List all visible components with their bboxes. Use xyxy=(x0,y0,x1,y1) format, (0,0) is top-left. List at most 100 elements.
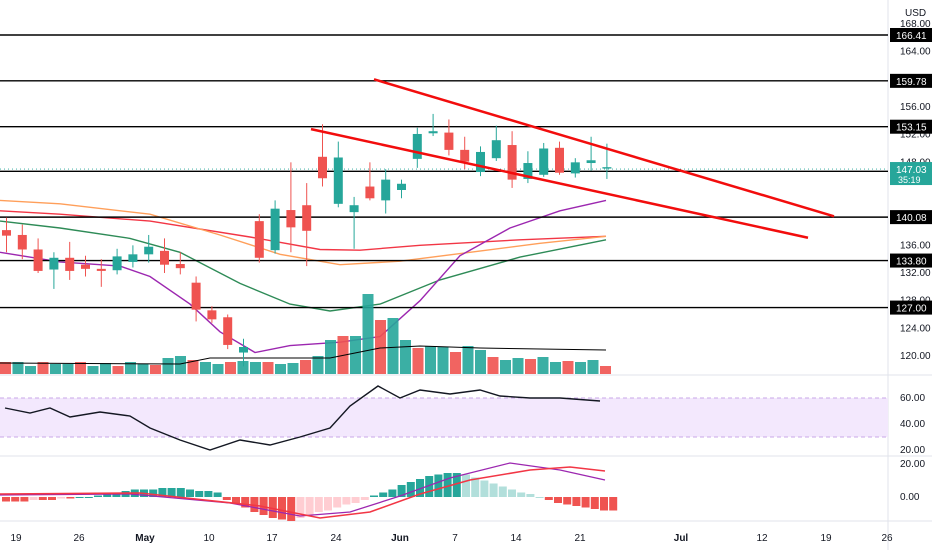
macd-hist-bar xyxy=(425,476,434,497)
volume-bar xyxy=(400,340,411,374)
volume-bar xyxy=(562,361,574,374)
volume-bar xyxy=(350,336,361,374)
macd-hist-bar xyxy=(379,492,388,497)
volume-bar xyxy=(87,366,99,374)
trendlines[interactable] xyxy=(310,78,835,239)
macd-hist-bar xyxy=(11,497,20,502)
macd-hist-bar xyxy=(406,482,415,497)
candle-body xyxy=(412,133,422,159)
volume-bar xyxy=(462,346,474,374)
volume-bar xyxy=(187,360,199,374)
volume-bar xyxy=(525,359,536,374)
volume-bar xyxy=(512,358,524,374)
macd-hist-bar xyxy=(609,497,618,511)
date-tick: 7 xyxy=(452,533,458,544)
date-axis[interactable]: 19 26 May 10 17 24 Jun 7 14 21 Jul 12 19 26 xyxy=(10,533,893,544)
volume-bar xyxy=(25,366,36,374)
date-tick: May xyxy=(135,533,155,544)
level-tag-text: 140.08 xyxy=(896,213,927,224)
volume-bar xyxy=(12,362,24,374)
volume-bar xyxy=(275,364,286,374)
macd-panel xyxy=(0,462,618,521)
candle-body xyxy=(333,157,343,204)
macd-hist-bar xyxy=(480,480,489,497)
macd-hist-bar xyxy=(149,489,158,497)
date-tick: Jul xyxy=(674,533,689,544)
macd-hist-bar xyxy=(314,497,323,512)
last-price-text: 147.03 xyxy=(896,165,927,176)
level-tag-text: 133.80 xyxy=(896,257,927,268)
candle-body xyxy=(175,264,185,269)
price-tick: 132.00 xyxy=(900,268,931,279)
volume-bar xyxy=(237,361,249,374)
lower-trendline xyxy=(310,127,809,239)
candle-body xyxy=(523,163,533,179)
date-tick: 19 xyxy=(10,533,22,544)
macd-hist-bar xyxy=(351,497,360,503)
volume-bar xyxy=(550,362,561,374)
macd-hist-bar xyxy=(158,488,167,497)
candle-body xyxy=(286,210,296,228)
candle-body xyxy=(239,347,248,353)
macd-hist-bar xyxy=(29,497,38,500)
volume-bar xyxy=(412,348,424,374)
price-tick: 120.00 xyxy=(900,351,931,362)
macd-hist-bar xyxy=(2,497,10,502)
rsi-panel xyxy=(4,385,601,451)
macd-hist-bar xyxy=(489,483,498,497)
macd-hist-bar xyxy=(333,497,342,508)
macd-hist-bar xyxy=(342,497,351,505)
macd-hist-bar xyxy=(75,497,84,498)
level-tag-text: 153.15 xyxy=(896,123,927,134)
macd-hist-bar xyxy=(84,497,93,498)
date-tick: 10 xyxy=(203,533,215,544)
volume-bar xyxy=(137,364,149,374)
candle-body xyxy=(270,208,280,251)
date-tick: 17 xyxy=(266,533,278,544)
macd-hist-bar xyxy=(195,491,204,497)
last-price-tag-box xyxy=(890,162,932,186)
macd-hist-bar xyxy=(388,489,397,497)
price-tick: 136.00 xyxy=(900,240,931,251)
macd-hist-bar xyxy=(57,497,66,499)
volume-bar xyxy=(125,362,136,374)
volume-bar xyxy=(50,364,61,374)
candle-body xyxy=(365,186,375,199)
macd-hist-bar xyxy=(204,491,213,497)
date-tick: 24 xyxy=(330,533,342,544)
volume-bar xyxy=(600,366,611,374)
rsi-tick: 60.00 xyxy=(900,393,925,404)
candle-body xyxy=(33,249,43,271)
macd-hist-bar xyxy=(278,497,286,520)
candle-body xyxy=(96,268,106,271)
ma-green xyxy=(0,220,607,312)
macd-hist-bar xyxy=(360,497,369,500)
macd-hist-bar xyxy=(462,474,470,497)
candle-body xyxy=(207,310,217,320)
level-tag-text: 127.00 xyxy=(896,304,927,315)
horizontal-levels[interactable] xyxy=(0,34,888,309)
date-tick: 12 xyxy=(756,533,768,544)
candle-body xyxy=(81,264,90,269)
upper-trendline xyxy=(373,78,835,218)
macd-hist-bar xyxy=(434,474,443,497)
volume-bar xyxy=(162,358,174,374)
macd-hist-bar xyxy=(222,497,231,500)
candle-body xyxy=(191,282,201,310)
macd-hist-bar xyxy=(544,497,553,500)
macd-line xyxy=(0,462,606,517)
level-tag-box xyxy=(890,253,932,268)
macd-signal xyxy=(0,466,606,519)
price-tick: 168.00 xyxy=(900,19,931,30)
macd-hist-bar xyxy=(268,497,277,518)
volume-bar xyxy=(587,360,599,374)
candle-body xyxy=(49,257,59,270)
macd-hist-bar xyxy=(416,479,424,497)
macd-hist-bar xyxy=(452,473,461,497)
volume-bar xyxy=(262,362,274,374)
rsi-tick: 40.00 xyxy=(900,419,925,430)
candle-body xyxy=(428,131,438,134)
